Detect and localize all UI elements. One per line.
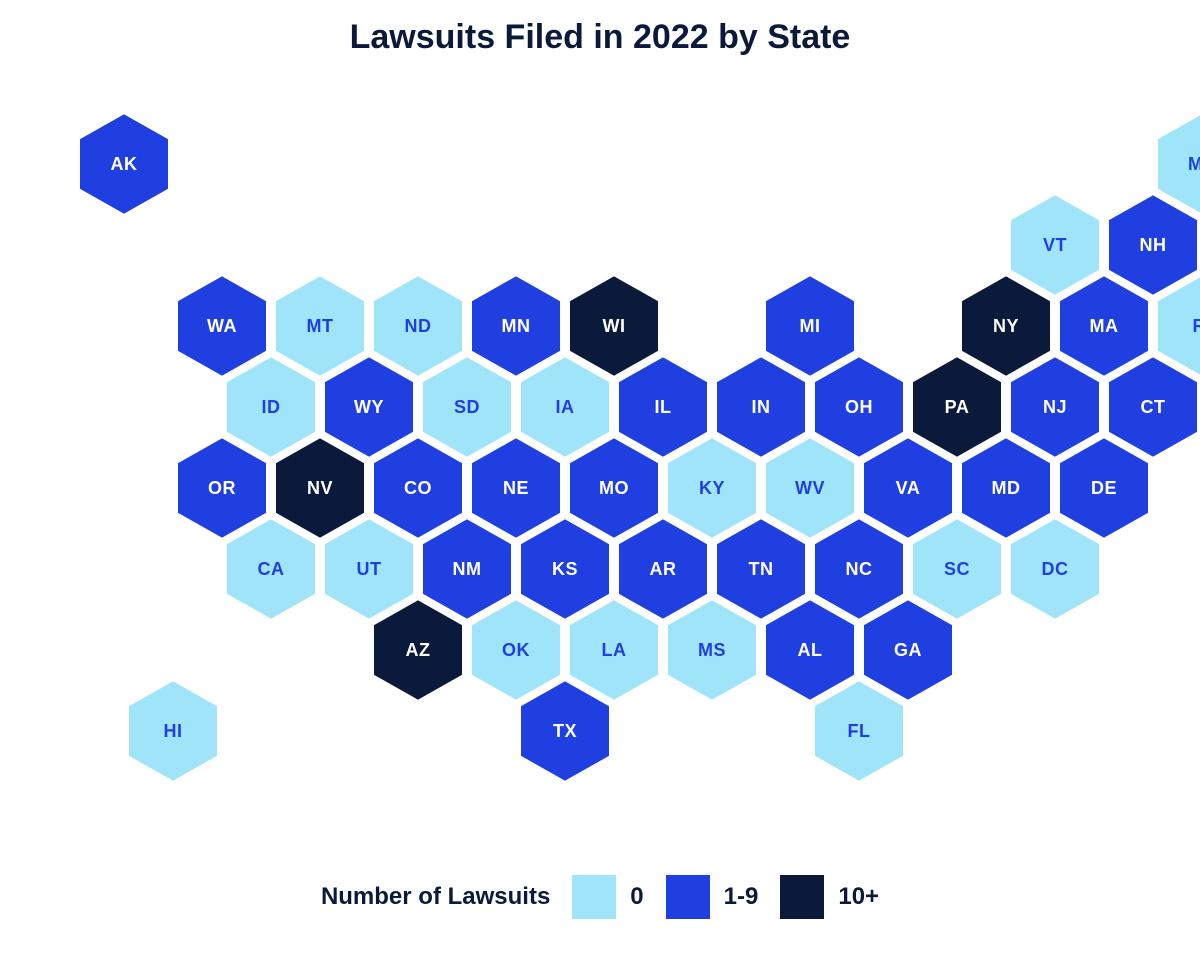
legend-swatch-1 <box>666 875 710 919</box>
legend-swatch-2 <box>780 875 824 919</box>
state-hex-fl: FL <box>813 679 905 783</box>
state-hex-ms: MS <box>666 598 758 702</box>
state-hex-hi: HI <box>127 679 219 783</box>
legend-label: Number of Lawsuits <box>321 883 550 911</box>
legend-text-2: 10+ <box>838 883 879 911</box>
state-hex-az: AZ <box>372 598 464 702</box>
state-hex-dc: DC <box>1009 517 1101 621</box>
legend: Number of Lawsuits 0 1-9 10+ <box>0 875 1200 919</box>
legend-text-0: 0 <box>630 883 643 911</box>
legend-item-1: 1-9 <box>666 875 759 919</box>
legend-swatch-0 <box>572 875 616 919</box>
legend-item-0: 0 <box>572 875 643 919</box>
legend-item-2: 10+ <box>780 875 879 919</box>
state-hex-tx: TX <box>519 679 611 783</box>
state-hex-ak: AK <box>78 112 170 216</box>
state-hex-ca: CA <box>225 517 317 621</box>
chart-container: Lawsuits Filed in 2022 by State AKMEVTNH… <box>0 0 1200 959</box>
legend-text-1: 1-9 <box>724 883 759 911</box>
hex-map: AKMEVTNHWAMTNDMNWIMINYMARIIDWYSDIAILINOH… <box>0 0 1200 820</box>
